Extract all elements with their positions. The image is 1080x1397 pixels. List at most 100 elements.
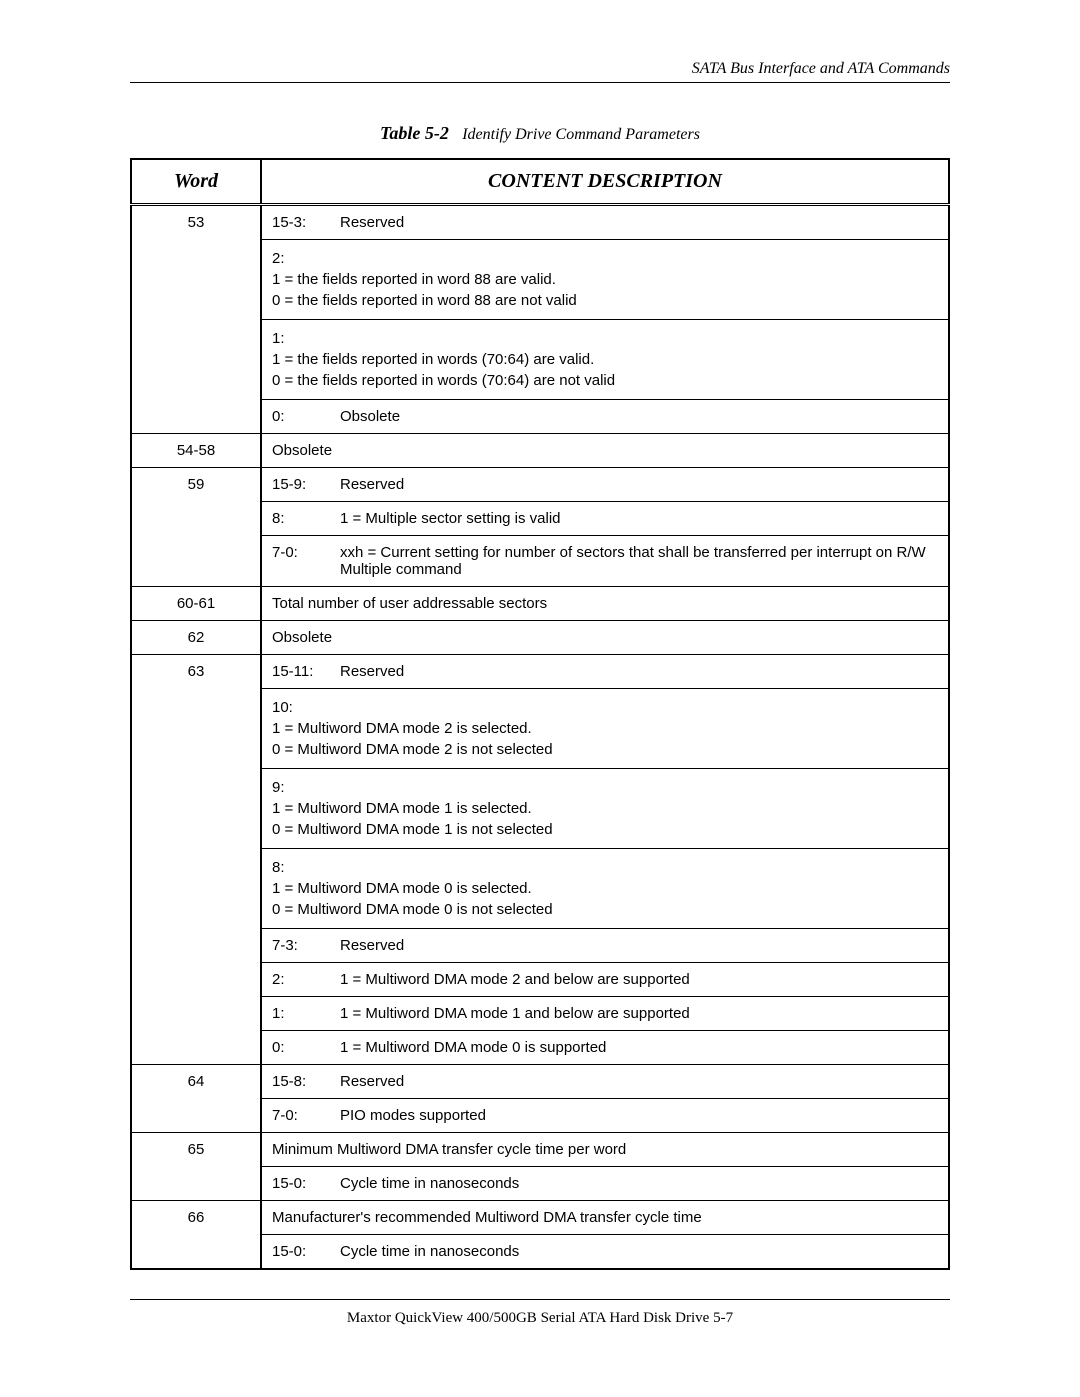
bits-label: 15-9: <box>272 476 340 493</box>
running-title: SATA Bus Interface and ATA Commands <box>130 60 950 78</box>
multiline-text: 0 = Multiword DMA mode 0 is not selected <box>272 899 938 920</box>
page-header: SATA Bus Interface and ATA Commands <box>130 60 950 83</box>
bits-text: Cycle time in nanoseconds <box>340 1175 938 1192</box>
word-cell: 63 <box>131 655 261 1065</box>
table-caption: Table 5-2 Identify Drive Command Paramet… <box>130 123 950 144</box>
multiline-text: 0 = Multiword DMA mode 1 is not selected <box>272 819 938 840</box>
page-footer: Maxtor QuickView 400/500GB Serial ATA Ha… <box>130 1299 950 1327</box>
bits-label: 7-3: <box>272 937 340 954</box>
simple-text: Minimum Multiword DMA transfer cycle tim… <box>272 1141 938 1158</box>
identify-drive-table: Word CONTENT DESCRIPTION 5315-3:Reserved… <box>130 158 950 1270</box>
caption-title: Identify Drive Command Parameters <box>462 126 700 143</box>
multiline-row: 1:1 = the fields reported in words (70:6… <box>262 320 948 400</box>
table-row: 60-61 Total number of user addressable se… <box>131 587 949 621</box>
bits-label: 15-8: <box>272 1073 340 1090</box>
multiline-text: 1 = Multiword DMA mode 0 is selected. <box>272 878 938 899</box>
simple-row: Obsolete <box>262 434 948 467</box>
desc-cell: 15-11:Reserved10:1 = Multiword DMA mode … <box>261 655 949 1065</box>
simple-row: Minimum Multiword DMA transfer cycle tim… <box>262 1133 948 1167</box>
simple-text: Obsolete <box>272 442 938 459</box>
bits-text: 1 = Multiple sector setting is valid <box>340 510 938 527</box>
bits-label: 1: <box>272 1005 340 1022</box>
desc-cell: 15-3:Reserved2:1 = the fields reported i… <box>261 205 949 434</box>
bits-text: Cycle time in nanoseconds <box>340 1243 938 1260</box>
word-cell: 64 <box>131 1065 261 1133</box>
desc-cell: 15-9:Reserved8:1 = Multiple sector setti… <box>261 468 949 587</box>
table-row: 5315-3:Reserved2:1 = the fields reported… <box>131 205 949 434</box>
desc-cell: Minimum Multiword DMA transfer cycle tim… <box>261 1133 949 1201</box>
simple-row: Total number of user addressable sectors <box>262 587 948 620</box>
multiline-row: 8:1 = Multiword DMA mode 0 is selected.0… <box>262 849 948 929</box>
bits-row: 2:1 = Multiword DMA mode 2 and below are… <box>262 963 948 997</box>
bits-row: 7-0:xxh = Current setting for number of … <box>262 536 948 586</box>
desc-cell: Manufacturer's recommended Multiword DMA… <box>261 1201 949 1270</box>
desc-cell: Obsolete <box>261 434 949 468</box>
bits-row: 8:1 = Multiple sector setting is valid <box>262 502 948 536</box>
simple-text: Total number of user addressable sectors <box>272 595 938 612</box>
bits-text: Reserved <box>340 476 938 493</box>
word-cell: 54-58 <box>131 434 261 468</box>
bits-text: Reserved <box>340 214 938 231</box>
multiline-text: 1: <box>272 328 938 349</box>
table-row: 54-58 Obsolete <box>131 434 949 468</box>
word-cell: 60-61 <box>131 587 261 621</box>
multiline-text: 9: <box>272 777 938 798</box>
bits-label: 15-11: <box>272 663 340 680</box>
bits-row: 15-8:Reserved <box>262 1065 948 1099</box>
bits-label: 8: <box>272 510 340 527</box>
bits-text: xxh = Current setting for number of sect… <box>340 544 938 578</box>
bits-row: 0:Obsolete <box>262 400 948 433</box>
desc-cell: Total number of user addressable sectors <box>261 587 949 621</box>
bits-row: 1:1 = Multiword DMA mode 1 and below are… <box>262 997 948 1031</box>
multiline-text: 0 = the fields reported in words (70:64)… <box>272 370 938 391</box>
multiline-row: 2:1 = the fields reported in word 88 are… <box>262 240 948 320</box>
table-row: 62 Obsolete <box>131 621 949 655</box>
bits-text: Reserved <box>340 1073 938 1090</box>
simple-row: Obsolete <box>262 621 948 654</box>
bits-text: 1 = Multiword DMA mode 0 is supported <box>340 1039 938 1056</box>
simple-row: Manufacturer's recommended Multiword DMA… <box>262 1201 948 1235</box>
bits-label: 0: <box>272 408 340 425</box>
bits-row: 7-0:PIO modes supported <box>262 1099 948 1132</box>
bits-row: 15-9:Reserved <box>262 468 948 502</box>
bits-row: 15-3:Reserved <box>262 206 948 240</box>
simple-text: Obsolete <box>272 629 938 646</box>
bits-label: 0: <box>272 1039 340 1056</box>
bits-text: Reserved <box>340 937 938 954</box>
bits-row: 15-11:Reserved <box>262 655 948 689</box>
table-row: 6415-8:Reserved7-0:PIO modes supported <box>131 1065 949 1133</box>
desc-cell: 15-8:Reserved7-0:PIO modes supported <box>261 1065 949 1133</box>
word-cell: 59 <box>131 468 261 587</box>
multiline-row: 10:1 = Multiword DMA mode 2 is selected.… <box>262 689 948 769</box>
col-header-word: Word <box>131 159 261 205</box>
word-cell: 66 <box>131 1201 261 1270</box>
footer-text: Maxtor QuickView 400/500GB Serial ATA Ha… <box>347 1310 733 1326</box>
bits-text: Reserved <box>340 663 938 680</box>
multiline-text: 2: <box>272 248 938 269</box>
word-cell: 65 <box>131 1133 261 1201</box>
col-header-desc: CONTENT DESCRIPTION <box>261 159 949 205</box>
bits-text: 1 = Multiword DMA mode 2 and below are s… <box>340 971 938 988</box>
table-row: 65 Minimum Multiword DMA transfer cycle t… <box>131 1133 949 1201</box>
word-cell: 53 <box>131 205 261 434</box>
bits-label: 7-0: <box>272 544 340 578</box>
bits-label: 15-0: <box>272 1175 340 1192</box>
bits-row: 7-3:Reserved <box>262 929 948 963</box>
multiline-text: 10: <box>272 697 938 718</box>
word-cell: 62 <box>131 621 261 655</box>
table-row: 6315-11:Reserved10:1 = Multiword DMA mod… <box>131 655 949 1065</box>
bits-row: 15-0:Cycle time in nanoseconds <box>262 1235 948 1268</box>
multiline-text: 8: <box>272 857 938 878</box>
bits-label: 15-0: <box>272 1243 340 1260</box>
table-header-row: Word CONTENT DESCRIPTION <box>131 159 949 205</box>
bits-text: Obsolete <box>340 408 938 425</box>
bits-row: 0:1 = Multiword DMA mode 0 is supported <box>262 1031 948 1064</box>
multiline-text: 0 = Multiword DMA mode 2 is not selected <box>272 739 938 760</box>
desc-cell: Obsolete <box>261 621 949 655</box>
simple-text: Manufacturer's recommended Multiword DMA… <box>272 1209 938 1226</box>
multiline-text: 1 = Multiword DMA mode 2 is selected. <box>272 718 938 739</box>
bits-label: 2: <box>272 971 340 988</box>
bits-row: 15-0:Cycle time in nanoseconds <box>262 1167 948 1200</box>
caption-label: Table 5-2 <box>380 123 449 143</box>
multiline-row: 9:1 = Multiword DMA mode 1 is selected.0… <box>262 769 948 849</box>
